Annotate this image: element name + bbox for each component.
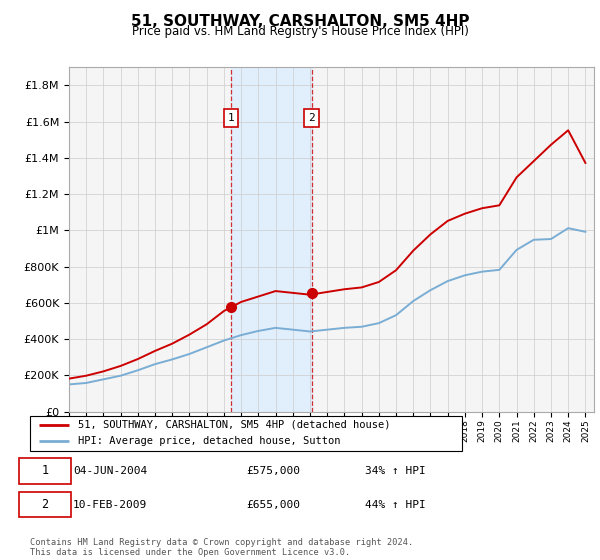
Text: £575,000: £575,000: [246, 466, 300, 476]
FancyBboxPatch shape: [19, 492, 71, 517]
Text: £655,000: £655,000: [246, 500, 300, 510]
Text: 51, SOUTHWAY, CARSHALTON, SM5 4HP (detached house): 51, SOUTHWAY, CARSHALTON, SM5 4HP (detac…: [77, 420, 390, 430]
FancyBboxPatch shape: [30, 416, 462, 451]
Text: Price paid vs. HM Land Registry's House Price Index (HPI): Price paid vs. HM Land Registry's House …: [131, 25, 469, 38]
Text: 10-FEB-2009: 10-FEB-2009: [73, 500, 148, 510]
Text: 51, SOUTHWAY, CARSHALTON, SM5 4HP: 51, SOUTHWAY, CARSHALTON, SM5 4HP: [131, 14, 469, 29]
Text: 04-JUN-2004: 04-JUN-2004: [73, 466, 148, 476]
Text: 1: 1: [228, 113, 235, 123]
Text: 2: 2: [41, 498, 49, 511]
Text: 2: 2: [308, 113, 315, 123]
Text: 1: 1: [41, 464, 49, 478]
FancyBboxPatch shape: [19, 458, 71, 484]
Text: 34% ↑ HPI: 34% ↑ HPI: [365, 466, 425, 476]
Text: HPI: Average price, detached house, Sutton: HPI: Average price, detached house, Sutt…: [77, 436, 340, 446]
Text: Contains HM Land Registry data © Crown copyright and database right 2024.
This d: Contains HM Land Registry data © Crown c…: [30, 538, 413, 557]
Bar: [231, 67, 312, 412]
Text: 44% ↑ HPI: 44% ↑ HPI: [365, 500, 425, 510]
